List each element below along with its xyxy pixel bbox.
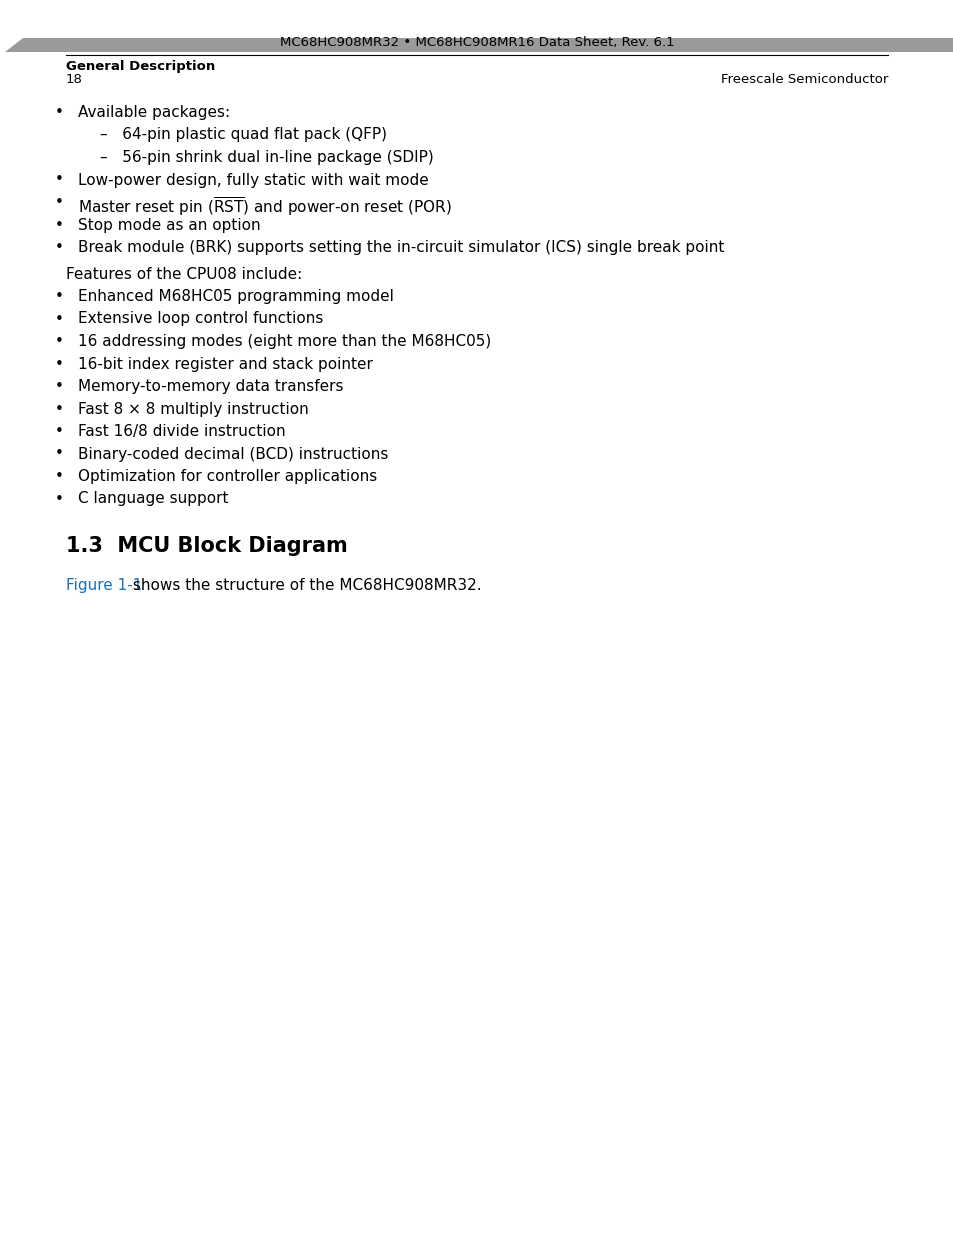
Text: shows the structure of the MC68HC908MR32.: shows the structure of the MC68HC908MR32… (128, 578, 481, 593)
Text: Binary-coded decimal (BCD) instructions: Binary-coded decimal (BCD) instructions (78, 447, 388, 462)
Text: Fast 16/8 divide instruction: Fast 16/8 divide instruction (78, 424, 285, 438)
Text: Master reset pin ($\overline{\mathrm{RST}}$) and power-on reset (POR): Master reset pin ($\overline{\mathrm{RST… (78, 195, 451, 217)
Text: Features of the CPU08 include:: Features of the CPU08 include: (66, 267, 302, 282)
Text: 1.3  MCU Block Diagram: 1.3 MCU Block Diagram (66, 536, 348, 556)
Text: •: • (55, 289, 64, 304)
Text: Enhanced M68HC05 programming model: Enhanced M68HC05 programming model (78, 289, 394, 304)
Text: 18: 18 (66, 73, 83, 86)
Text: Memory-to-memory data transfers: Memory-to-memory data transfers (78, 379, 343, 394)
Text: •: • (55, 424, 64, 438)
Text: 16-bit index register and stack pointer: 16-bit index register and stack pointer (78, 357, 373, 372)
Text: –   64-pin plastic quad flat pack (QFP): – 64-pin plastic quad flat pack (QFP) (100, 127, 387, 142)
Text: Extensive loop control functions: Extensive loop control functions (78, 311, 323, 326)
Text: C language support: C language support (78, 492, 229, 506)
Text: Optimization for controller applications: Optimization for controller applications (78, 469, 376, 484)
Text: •: • (55, 357, 64, 372)
Text: Low-power design, fully static with wait mode: Low-power design, fully static with wait… (78, 173, 428, 188)
Text: Break module (BRK) supports setting the in-circuit simulator (ICS) single break : Break module (BRK) supports setting the … (78, 240, 723, 254)
Text: •: • (55, 469, 64, 484)
Text: Figure 1-1: Figure 1-1 (66, 578, 142, 593)
Text: 16 addressing modes (eight more than the M68HC05): 16 addressing modes (eight more than the… (78, 333, 491, 350)
Text: Stop mode as an option: Stop mode as an option (78, 217, 260, 232)
Text: General Description: General Description (66, 61, 215, 73)
Text: •: • (55, 173, 64, 188)
Text: Fast 8 × 8 multiply instruction: Fast 8 × 8 multiply instruction (78, 401, 309, 416)
Polygon shape (5, 38, 953, 52)
Text: •: • (55, 311, 64, 326)
Text: •: • (55, 492, 64, 506)
Text: Freescale Semiconductor: Freescale Semiconductor (720, 73, 887, 86)
Text: •: • (55, 447, 64, 462)
Text: •: • (55, 379, 64, 394)
Text: •: • (55, 195, 64, 210)
Text: –   56-pin shrink dual in-line package (SDIP): – 56-pin shrink dual in-line package (SD… (100, 149, 434, 165)
Text: •: • (55, 217, 64, 232)
Text: •: • (55, 401, 64, 416)
Text: Available packages:: Available packages: (78, 105, 230, 120)
Text: MC68HC908MR32 • MC68HC908MR16 Data Sheet, Rev. 6.1: MC68HC908MR32 • MC68HC908MR16 Data Sheet… (279, 36, 674, 49)
Text: •: • (55, 333, 64, 350)
Text: •: • (55, 240, 64, 254)
Text: •: • (55, 105, 64, 120)
